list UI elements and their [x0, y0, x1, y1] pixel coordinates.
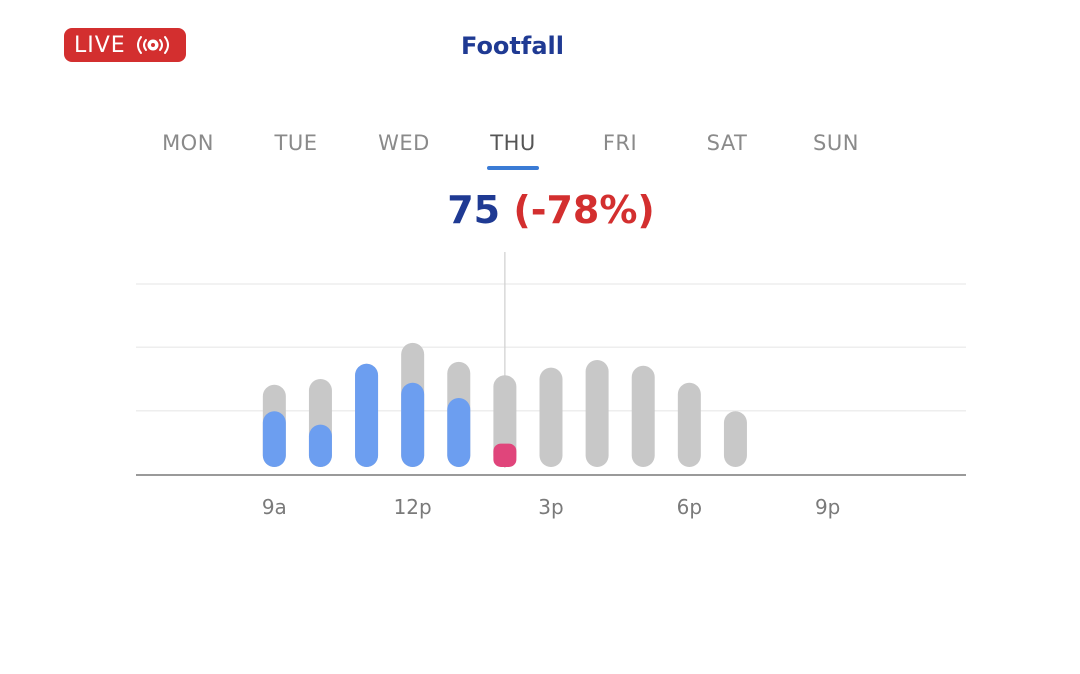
live-change-percent: (-78%) [513, 188, 655, 232]
x-tick-label-12p: 12p [394, 495, 432, 519]
x-tick-label-9p: 9p [815, 495, 840, 519]
x-tick-label-6p: 6p [677, 495, 702, 519]
live-broadcast-icon [136, 36, 169, 54]
tab-sun[interactable]: SUN [813, 131, 859, 155]
live-badge: LIVE [64, 28, 186, 62]
usual-bar-16 [585, 360, 609, 467]
live-bar-12 [401, 382, 425, 467]
usual-bar-15 [539, 367, 563, 467]
chart-title: Footfall [461, 32, 564, 60]
live-now-bar-14 [493, 443, 517, 467]
live-bar-13 [447, 398, 471, 467]
tab-sat[interactable]: SAT [706, 131, 748, 155]
tab-mon[interactable]: MON [162, 131, 214, 155]
x-tick-label-3p: 3p [538, 495, 563, 519]
usual-bar-17 [631, 365, 655, 467]
usual-bar-19 [723, 411, 747, 467]
x-tick-label-9a: 9a [262, 495, 287, 519]
tab-tue[interactable]: TUE [274, 131, 318, 155]
live-badge-label: LIVE [74, 32, 126, 58]
live-bar-9 [262, 411, 286, 467]
live-count: 75 [447, 188, 501, 232]
tab-wed[interactable]: WED [378, 131, 430, 155]
tab-fri[interactable]: FRI [602, 131, 638, 155]
active-tab-indicator [487, 166, 539, 170]
live-count-readout: 75 (-78%) [0, 188, 1080, 232]
usual-bar-18 [677, 382, 701, 467]
live-bar-11 [355, 363, 379, 467]
live-bar-10 [308, 424, 332, 467]
tab-thu[interactable]: THU [490, 131, 536, 155]
